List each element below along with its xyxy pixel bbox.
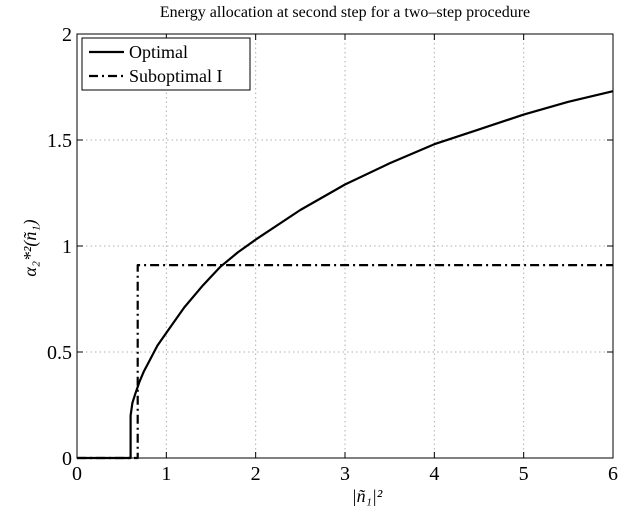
y-tick-label: 1.5 bbox=[47, 130, 72, 152]
y-tick-label: 2 bbox=[62, 24, 72, 46]
legend-box bbox=[81, 37, 251, 91]
y-axis-label: α₂*²(ñ₁) bbox=[20, 219, 41, 276]
axis-ticks: 0 1 2 3 4 5 6 0 0.5 1 1.5 2 bbox=[47, 24, 618, 485]
x-tick-label: 5 bbox=[519, 463, 529, 485]
x-tick-label: 0 bbox=[72, 463, 82, 485]
series-line-suboptimal-i bbox=[77, 264, 613, 460]
legend-label-optimal: Optimal bbox=[129, 42, 188, 62]
legend-label-suboptimal: Suboptimal I bbox=[129, 66, 223, 86]
x-tick-label: 1 bbox=[161, 463, 171, 485]
x-tick-label: 3 bbox=[340, 463, 350, 485]
grid bbox=[77, 34, 613, 458]
x-tick-label: 4 bbox=[429, 463, 439, 485]
series-line-optimal bbox=[77, 90, 614, 460]
chart-title: Energy allocation at second step for a t… bbox=[160, 4, 530, 21]
x-axis-label: |ñ₁|² bbox=[352, 486, 383, 506]
y-tick-label: 0 bbox=[62, 448, 72, 470]
y-tick-label: 0.5 bbox=[47, 342, 72, 364]
legend: Optimal Suboptimal I bbox=[81, 37, 251, 91]
x-tick-label: 6 bbox=[608, 463, 618, 485]
x-tick-label: 2 bbox=[251, 463, 261, 485]
series-layer bbox=[77, 90, 614, 460]
y-tick-label: 1 bbox=[62, 236, 72, 258]
